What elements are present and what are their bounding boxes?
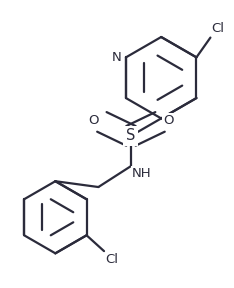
Text: NH: NH xyxy=(132,167,152,180)
Text: Cl: Cl xyxy=(211,22,224,35)
Text: N: N xyxy=(112,51,121,64)
Text: O: O xyxy=(164,114,174,127)
Text: O: O xyxy=(88,114,98,127)
Text: Cl: Cl xyxy=(105,253,118,266)
Text: S: S xyxy=(126,128,136,143)
